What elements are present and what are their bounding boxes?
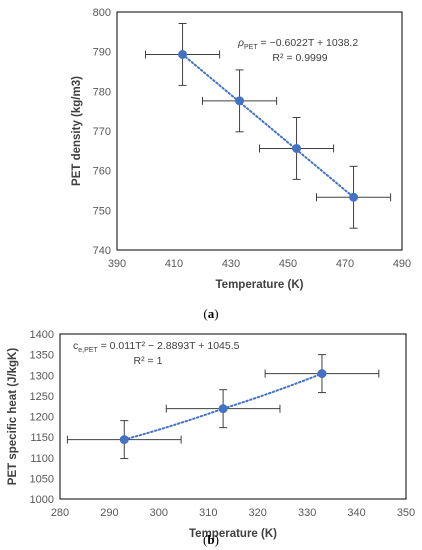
y-tick-label: 1050: [30, 473, 54, 485]
marker: [317, 369, 327, 379]
equation-rhs: = −0.6022T + 1038.2: [258, 37, 359, 49]
x-tick-label: 300: [150, 507, 168, 519]
x-tick-label: 410: [165, 258, 183, 270]
trendline-equation: ce,PET = 0.011T² − 2.8893T + 1045.5: [73, 340, 240, 354]
x-tick-label: 430: [222, 258, 240, 270]
y-tick-label: 1350: [30, 350, 54, 362]
y-tick-label: 1250: [30, 391, 54, 403]
r-squared: R² = 0.9999: [272, 52, 327, 64]
y-tick-label: 750: [93, 205, 111, 217]
trendline-equation: ρPET = −0.6022T + 1038.2: [237, 37, 358, 51]
x-tick-label: 390: [108, 258, 126, 270]
x-axis-title: Temperature (K): [216, 279, 304, 291]
y-tick-label: 800: [93, 7, 111, 19]
data-point: [165, 389, 281, 429]
y-tick-label: 780: [93, 86, 111, 98]
data-point: [264, 354, 380, 394]
equation-symbol: ρ: [237, 37, 244, 49]
data-point: [66, 420, 182, 460]
density-chart: 390 410 430 450 470 490 740 750 760 770 780 790 800 T…: [71, 7, 411, 291]
data-point: [145, 23, 221, 86]
y-tick-label: 1000: [30, 494, 54, 506]
marker: [218, 404, 228, 414]
x-tick-label: 320: [249, 507, 267, 519]
density-chart-figure: 390 410 430 450 470 490 740 750 760 770 780 790 800 T…: [71, 7, 411, 321]
data-point: [259, 117, 335, 180]
x-tick-label: 330: [298, 507, 316, 519]
equation-subscript: PET: [244, 44, 258, 51]
plot-area: [59, 333, 407, 500]
x-axis-title: Temperature (K): [189, 528, 277, 540]
data-point: [316, 165, 392, 229]
y-tick-label: 740: [93, 245, 111, 257]
marker: [119, 435, 129, 445]
marker: [292, 143, 302, 153]
y-tick-label: 760: [93, 166, 111, 178]
data-point: [202, 69, 278, 133]
marker: [178, 49, 188, 59]
y-tick-label: 770: [93, 126, 111, 138]
specific-heat-chart: 280 290 300 310 320 330 340 350 1000 1050 1100 1150…: [7, 329, 415, 540]
y-axis-title: PET specific heat (J/kgK): [7, 348, 19, 486]
equation-symbol: c: [73, 340, 78, 352]
equation-rhs: = 0.011T² − 2.8893T + 1045.5: [98, 340, 240, 352]
r-squared: R² = 1: [134, 355, 163, 367]
x-tick-label: 450: [279, 258, 297, 270]
x-tick-label: 470: [336, 258, 354, 270]
y-tick-label: 790: [93, 47, 111, 59]
trendline: [181, 53, 355, 199]
y-tick-label: 1200: [30, 412, 54, 424]
plot-area: [116, 11, 403, 251]
x-tick-label: 350: [397, 507, 415, 519]
x-tick-label: 340: [347, 507, 365, 519]
panel-label-a: (a): [203, 306, 219, 321]
x-tick-label: 280: [51, 507, 69, 519]
marker: [349, 192, 359, 202]
y-tick-label: 1150: [30, 432, 54, 444]
specific-heat-chart-figure: 280 290 300 310 320 330 340 350 1000 1050 1100 1150…: [0, 322, 422, 550]
x-tick-label: 310: [199, 507, 217, 519]
panel-label-b: (b): [203, 532, 219, 547]
equation-subscript: e,PET: [78, 347, 98, 354]
x-tick-label: 290: [100, 507, 118, 519]
y-axis-title: PET density (kg/m3): [71, 76, 83, 186]
y-tick-label: 1100: [30, 453, 54, 465]
y-tick-label: 1300: [30, 370, 54, 382]
marker: [235, 96, 245, 106]
x-tick-label: 490: [393, 258, 411, 270]
y-tick-label: 1400: [30, 329, 54, 341]
